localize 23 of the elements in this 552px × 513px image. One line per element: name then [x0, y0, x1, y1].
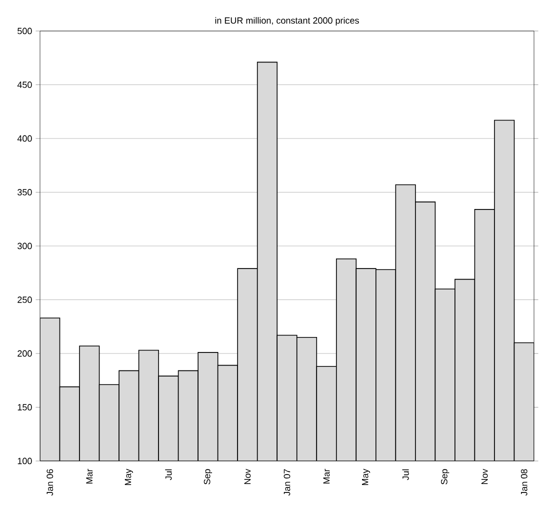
y-tick-label: 500	[18, 28, 32, 34]
x-tick-label: Nov	[244, 468, 251, 484]
y-tick-label: 200	[18, 350, 32, 357]
y-tick-label: 400	[17, 135, 32, 142]
x-tick-label: Jan 06	[46, 469, 54, 496]
x-tick-label: Mar	[323, 468, 330, 484]
x-tick-label: Jul	[165, 469, 172, 480]
y-tick-label: 150	[18, 404, 32, 410]
y-tick-label: 250	[18, 296, 32, 303]
x-tick-label: May	[124, 468, 133, 486]
x-tick-label: Nov	[481, 468, 488, 484]
x-tick-label: Jan 07	[284, 469, 290, 496]
y-tick-label: 350	[18, 189, 32, 196]
x-tick-label: Sep	[204, 469, 212, 484]
x-tick-label: Mar	[86, 468, 93, 484]
x-tick-label: Jul	[402, 469, 409, 480]
x-tick-label: Jan 08	[520, 469, 528, 496]
y-tick-label: 300	[18, 242, 32, 250]
y-tick-label: 100	[18, 458, 32, 464]
x-tick-label: May	[362, 468, 370, 486]
chart-title: in EUR million, constant 2000 prices	[215, 17, 359, 26]
x-tick-label: Sep	[441, 469, 450, 484]
y-tick-label: 450	[17, 82, 32, 88]
